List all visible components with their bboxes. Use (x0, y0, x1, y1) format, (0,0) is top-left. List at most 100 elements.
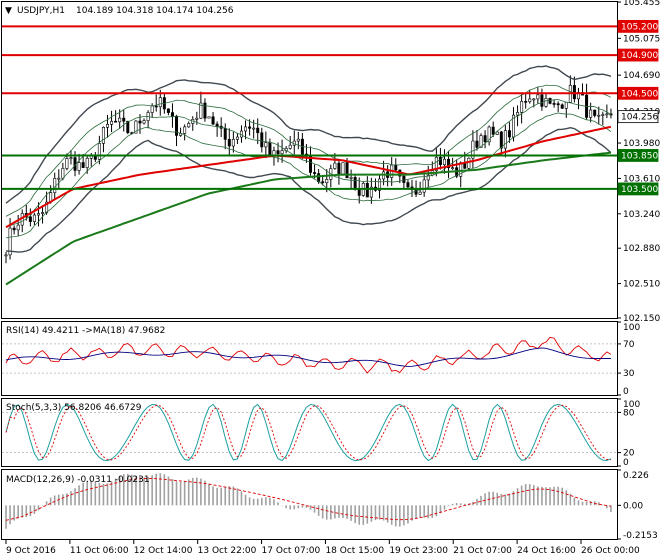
time-tick-label: 17 Oct 07:00 (262, 546, 321, 556)
candle-body (215, 123, 219, 127)
rsi-tick-label: 30 (623, 369, 635, 379)
time-tick-label: 11 Oct 06:00 (70, 546, 129, 556)
macd-signal-line (5, 477, 611, 521)
macd-tick-label: 0.00 (623, 501, 643, 511)
lower-band-line (5, 126, 612, 253)
candle-body (593, 109, 597, 116)
candle-body (467, 157, 471, 169)
candle-body (166, 108, 170, 113)
candle-body (101, 126, 105, 144)
candle-body (16, 224, 20, 231)
candle-body (252, 127, 256, 130)
upper-band-line (5, 65, 612, 204)
candle-body (402, 175, 406, 183)
time-tick-label: 9 Oct 2016 (6, 546, 56, 556)
candle-body (36, 213, 40, 216)
candle-body (28, 216, 32, 222)
stoch-panel (1, 398, 618, 467)
candle-body (264, 142, 268, 148)
candle-body (552, 103, 556, 105)
price-tag-label: 104.500 (621, 89, 658, 99)
price-tag-105.200 (617, 19, 659, 33)
candle-body (434, 157, 438, 171)
candle-body (138, 120, 142, 124)
candle-body (81, 162, 85, 168)
time-tick-label: 12 Oct 14:00 (134, 546, 193, 556)
candle-body (353, 177, 357, 189)
candle-body (540, 94, 544, 107)
candle-body (85, 157, 89, 168)
candle-body (528, 98, 532, 103)
price-tick-label: 104.690 (623, 71, 660, 81)
candle-body (183, 126, 187, 134)
candle-body (223, 128, 227, 140)
candle-body (475, 140, 479, 148)
candle-body (154, 105, 158, 108)
ohlc-readout: 104.189 104.318 104.174 104.256 (76, 6, 234, 16)
symbol-label: USDJPY,H1 (17, 6, 65, 16)
candle-body (32, 214, 36, 222)
price-tick-label: 103.240 (623, 210, 660, 220)
stoch-tick-label: 80 (623, 408, 635, 418)
candle-body (118, 117, 122, 123)
candle-body (560, 104, 564, 109)
candle-body (235, 136, 239, 140)
candle-body (451, 167, 455, 169)
price-tag-label: 104.900 (621, 51, 658, 61)
candle-body (114, 120, 118, 123)
candle-body (471, 140, 475, 159)
candle-body (341, 162, 345, 175)
mid-band-line (5, 99, 612, 228)
candle-body (589, 109, 593, 118)
candle-body (564, 102, 568, 109)
inner-band-upper (5, 84, 612, 217)
ma-green-line (5, 151, 612, 286)
rsi-tick-label: 0 (623, 387, 629, 397)
time-tick-label: 26 Oct 00:00 (581, 546, 640, 556)
candle-body (158, 97, 162, 108)
candle-body (487, 126, 491, 143)
candle-body (248, 126, 252, 129)
candle-body (520, 101, 524, 113)
candle-body (199, 102, 203, 119)
candle-body (256, 127, 260, 134)
candle-body (53, 178, 57, 193)
candle-body (203, 102, 207, 119)
price-tick-label: 105.075 (623, 34, 660, 44)
stoch-tick-label: 0 (623, 458, 629, 468)
price-tag-label: 103.500 (621, 185, 658, 195)
price-tick-label: 105.455 (623, 0, 660, 8)
price-tick-label: 103.610 (623, 174, 660, 184)
candle-body (507, 130, 511, 138)
candle-body (8, 227, 12, 256)
candle-body (337, 162, 341, 175)
candle-body (134, 120, 138, 134)
candle-body (438, 157, 442, 166)
price-tag-label: 104.256 (621, 113, 658, 123)
stoch-title: Stoch(5,3,3) 56.8206 46.6729 (6, 403, 142, 413)
candle-body (491, 126, 495, 135)
candle-body (499, 131, 503, 149)
candle-body (536, 94, 540, 100)
candle-body (142, 120, 146, 124)
candle-body (544, 98, 548, 107)
price-tag-103.500 (617, 182, 659, 196)
stoch-tick-label: 20 (623, 449, 635, 459)
candle-body (345, 162, 349, 179)
candle-body (4, 254, 8, 257)
price-tag-104.256 (617, 110, 659, 124)
chart-menu-icon[interactable]: ▼ (5, 6, 12, 16)
candle-body (426, 174, 430, 181)
price-tag-label: 103.850 (621, 151, 658, 161)
candle-body (244, 126, 248, 132)
candle-body (110, 120, 114, 125)
candle-body (325, 179, 329, 184)
candle-body (57, 177, 61, 180)
candle-body (227, 139, 231, 147)
candle-body (378, 178, 382, 191)
candle-body (122, 117, 126, 122)
price-tag-103.850 (617, 149, 659, 162)
candle-body (276, 150, 280, 155)
candle-body (97, 143, 101, 160)
rsi-panel (1, 321, 618, 396)
